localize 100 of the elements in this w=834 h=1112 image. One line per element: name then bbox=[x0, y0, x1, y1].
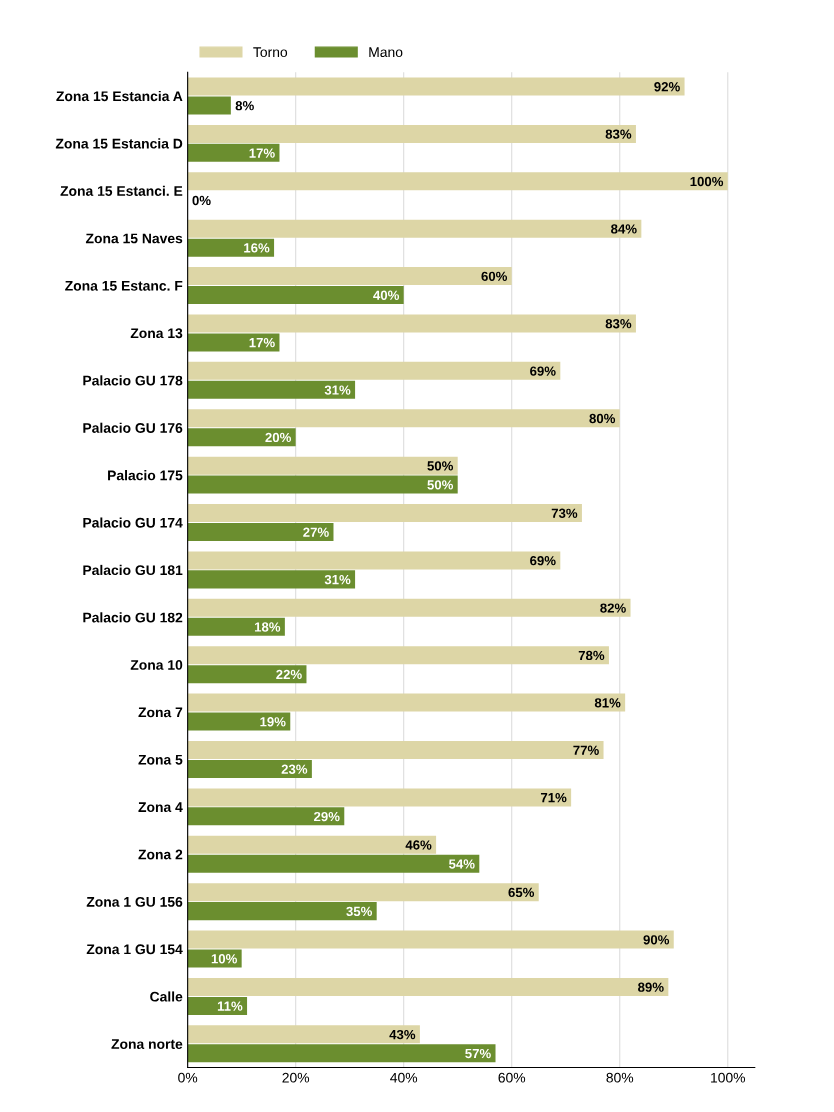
data-label: 77% bbox=[573, 745, 599, 755]
bar bbox=[187, 902, 377, 921]
y-tick-label: Zona 1 GU 156 bbox=[86, 896, 183, 907]
data-label: 57% bbox=[465, 1048, 491, 1059]
bar bbox=[187, 456, 458, 475]
x-tick-label: 40% bbox=[390, 1072, 418, 1083]
bar bbox=[187, 788, 572, 807]
bar bbox=[187, 219, 642, 238]
bar bbox=[187, 712, 291, 731]
y-tick-label: Calle bbox=[150, 991, 183, 1002]
y-tick-label: Zona 4 bbox=[138, 802, 183, 813]
y-tick-label: Palacio GU 181 bbox=[83, 564, 183, 576]
data-label: 81% bbox=[594, 698, 621, 708]
bar bbox=[187, 807, 345, 826]
x-tick-label: 80% bbox=[606, 1072, 634, 1083]
data-label: 29% bbox=[314, 811, 340, 822]
y-tick-label: Zona 15 Naves bbox=[85, 233, 183, 244]
bar bbox=[187, 1044, 496, 1063]
y-tick-label: Zona 7 bbox=[138, 707, 183, 718]
bar bbox=[187, 551, 561, 570]
bar bbox=[187, 172, 728, 191]
data-label: 20% bbox=[265, 432, 292, 443]
y-tick-label: Palacio GU 182 bbox=[83, 612, 183, 623]
y-tick-label: Zona norte bbox=[111, 1039, 183, 1049]
data-label: 35% bbox=[346, 906, 373, 917]
data-label: 100% bbox=[690, 176, 724, 187]
bar bbox=[187, 854, 480, 873]
data-label: 18% bbox=[254, 622, 281, 632]
data-label: 31% bbox=[324, 574, 351, 585]
bar bbox=[187, 475, 458, 494]
data-label: 43% bbox=[389, 1029, 416, 1040]
data-label: 8% bbox=[235, 101, 254, 111]
bar bbox=[187, 428, 296, 447]
data-label: 60% bbox=[481, 271, 508, 281]
bar bbox=[187, 665, 307, 684]
data-label: 50% bbox=[427, 461, 454, 471]
data-label: 78% bbox=[578, 650, 605, 661]
bar bbox=[187, 930, 674, 949]
data-label: 73% bbox=[551, 508, 578, 518]
data-label: 69% bbox=[530, 555, 556, 566]
bar bbox=[187, 124, 636, 143]
x-tick-label: 0% bbox=[178, 1072, 198, 1083]
data-label: 0% bbox=[192, 195, 211, 206]
y-tick-label: Zona 15 Estanc. F bbox=[65, 281, 183, 291]
y-tick-label: Zona 5 bbox=[138, 754, 183, 765]
y-tick-label: Palacio 175 bbox=[108, 470, 183, 481]
data-label: 46% bbox=[405, 840, 432, 850]
y-tick-label: Zona 2 bbox=[138, 849, 183, 860]
bar bbox=[187, 77, 685, 96]
bar bbox=[187, 409, 620, 428]
data-label: 17% bbox=[249, 148, 275, 158]
bar bbox=[187, 143, 280, 162]
bar bbox=[187, 286, 404, 305]
data-label: 16% bbox=[244, 243, 270, 253]
x-tick-label: 100% bbox=[711, 1072, 746, 1083]
data-label: 90% bbox=[643, 935, 670, 945]
data-label: 92% bbox=[654, 82, 680, 92]
bar bbox=[187, 570, 356, 589]
data-label: 50% bbox=[427, 480, 454, 490]
data-label: 40% bbox=[373, 290, 400, 300]
bar bbox=[187, 646, 609, 665]
bar bbox=[187, 361, 561, 380]
data-label: 11% bbox=[217, 1001, 243, 1011]
bar bbox=[187, 759, 312, 778]
y-tick-label: Zona 13 bbox=[130, 328, 183, 339]
data-label: 71% bbox=[540, 792, 567, 803]
y-tick-label: Zona 15 Estancia A bbox=[56, 90, 183, 102]
data-label: 80% bbox=[589, 413, 616, 424]
legend-label: Mano bbox=[369, 47, 403, 58]
data-label: 17% bbox=[249, 338, 275, 348]
bar bbox=[187, 996, 248, 1015]
bar bbox=[187, 504, 582, 523]
data-label: 89% bbox=[638, 982, 664, 992]
data-label: 65% bbox=[508, 887, 535, 898]
data-label: 27% bbox=[303, 527, 329, 537]
data-label: 31% bbox=[324, 385, 351, 395]
data-label: 82% bbox=[600, 603, 626, 613]
data-label: 54% bbox=[448, 859, 475, 869]
bar bbox=[187, 1025, 420, 1044]
bar bbox=[187, 598, 631, 617]
y-tick-label: Zona 1 GU 154 bbox=[86, 944, 183, 955]
bar bbox=[187, 693, 626, 712]
legend-label: Torno bbox=[253, 47, 288, 58]
y-tick-label: Palacio GU 178 bbox=[83, 375, 183, 386]
bar bbox=[187, 380, 356, 399]
x-tick-label: 20% bbox=[282, 1072, 310, 1083]
bar bbox=[187, 314, 636, 333]
bar bbox=[187, 238, 275, 257]
data-label: 10% bbox=[211, 954, 237, 964]
bar bbox=[187, 522, 334, 541]
bar bbox=[187, 977, 669, 996]
bar bbox=[187, 333, 280, 352]
data-label: 83% bbox=[605, 129, 632, 139]
data-label: 83% bbox=[605, 319, 632, 329]
y-tick-label: Zona 15 Estanci. E bbox=[60, 185, 183, 196]
data-label: 19% bbox=[260, 717, 286, 727]
bar bbox=[187, 617, 285, 636]
bar bbox=[187, 740, 604, 759]
x-tick-label: 60% bbox=[498, 1072, 526, 1083]
bar bbox=[187, 835, 437, 854]
